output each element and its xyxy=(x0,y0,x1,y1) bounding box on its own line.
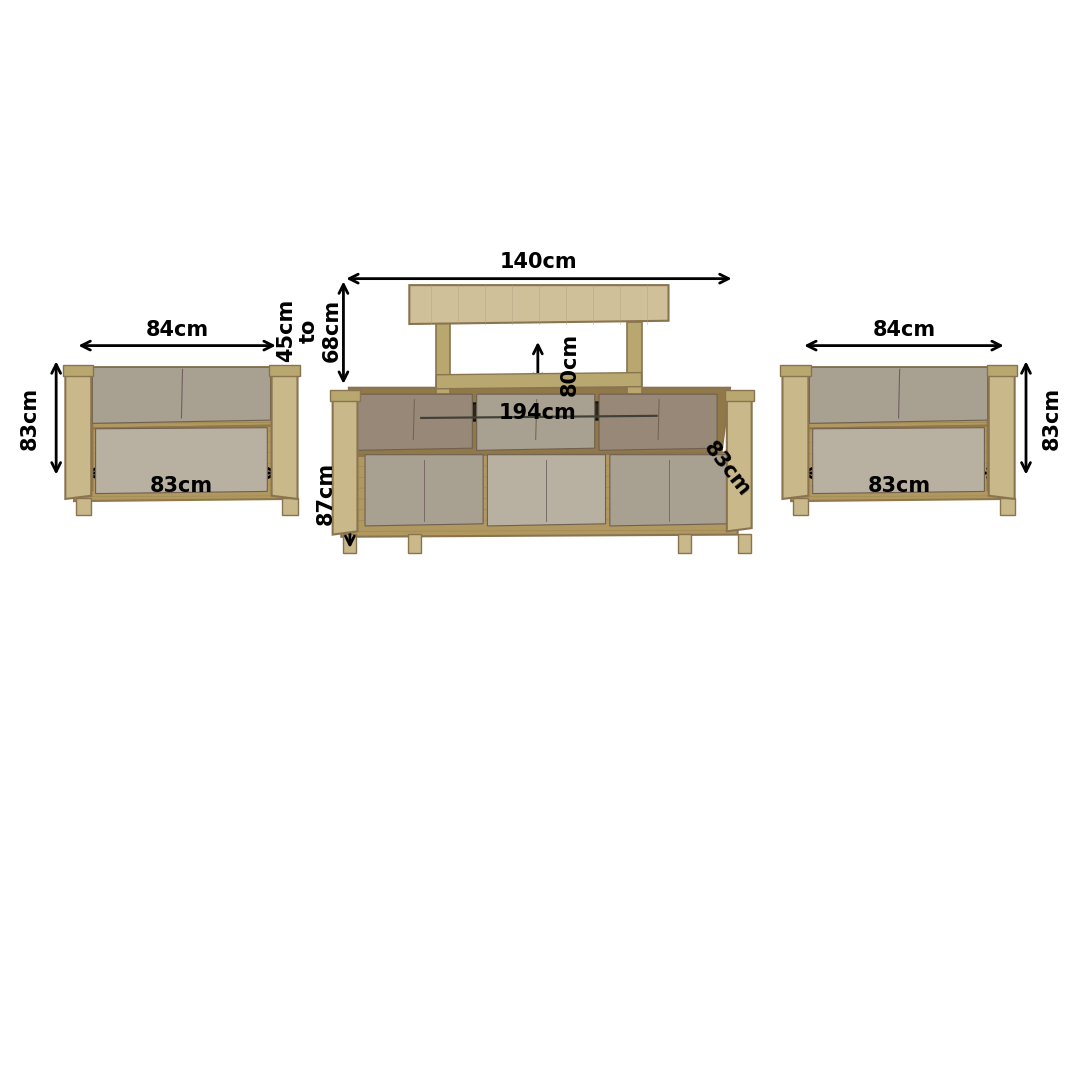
Polygon shape xyxy=(75,426,289,501)
Polygon shape xyxy=(83,367,283,429)
Polygon shape xyxy=(341,453,738,537)
Polygon shape xyxy=(791,426,1007,501)
Polygon shape xyxy=(96,428,268,494)
Bar xyxy=(678,534,691,553)
Polygon shape xyxy=(725,390,754,401)
Text: 45cm
to
68cm: 45cm to 68cm xyxy=(275,299,342,362)
Bar xyxy=(408,534,421,553)
Text: 87cm: 87cm xyxy=(316,462,336,525)
Polygon shape xyxy=(365,455,483,526)
Text: 194cm: 194cm xyxy=(499,403,577,422)
Text: 140cm: 140cm xyxy=(500,253,578,272)
Polygon shape xyxy=(330,390,360,401)
Polygon shape xyxy=(487,455,606,526)
Polygon shape xyxy=(799,367,1000,429)
Polygon shape xyxy=(987,378,1013,494)
Polygon shape xyxy=(68,378,93,494)
Polygon shape xyxy=(989,367,1015,499)
Text: 83cm: 83cm xyxy=(868,476,931,496)
Polygon shape xyxy=(93,367,271,423)
Bar xyxy=(283,498,298,515)
Polygon shape xyxy=(627,322,642,394)
Bar xyxy=(1000,498,1015,515)
Polygon shape xyxy=(987,365,1017,376)
Polygon shape xyxy=(812,428,985,494)
Bar xyxy=(738,534,751,553)
Polygon shape xyxy=(727,396,752,531)
Text: 84cm: 84cm xyxy=(146,321,208,340)
Bar xyxy=(77,498,92,515)
Polygon shape xyxy=(436,322,450,394)
Polygon shape xyxy=(272,367,298,499)
Text: 83cm: 83cm xyxy=(21,387,40,449)
Polygon shape xyxy=(780,365,810,376)
Polygon shape xyxy=(349,388,730,456)
Polygon shape xyxy=(409,402,669,421)
Polygon shape xyxy=(270,365,300,376)
Text: 80cm: 80cm xyxy=(561,333,580,395)
Polygon shape xyxy=(810,367,987,423)
Polygon shape xyxy=(420,415,658,419)
Polygon shape xyxy=(476,394,595,450)
Polygon shape xyxy=(333,396,357,535)
Polygon shape xyxy=(409,285,669,324)
Text: 83cm: 83cm xyxy=(150,476,213,496)
Polygon shape xyxy=(599,394,717,450)
Text: 83cm: 83cm xyxy=(700,437,754,500)
Bar xyxy=(793,498,808,515)
Text: 83cm: 83cm xyxy=(1042,387,1062,449)
Polygon shape xyxy=(354,394,472,450)
Polygon shape xyxy=(610,455,728,526)
Bar xyxy=(343,534,356,553)
Polygon shape xyxy=(782,367,808,499)
Polygon shape xyxy=(66,367,92,499)
Polygon shape xyxy=(64,365,94,376)
Polygon shape xyxy=(436,373,642,389)
Text: 84cm: 84cm xyxy=(873,321,935,340)
